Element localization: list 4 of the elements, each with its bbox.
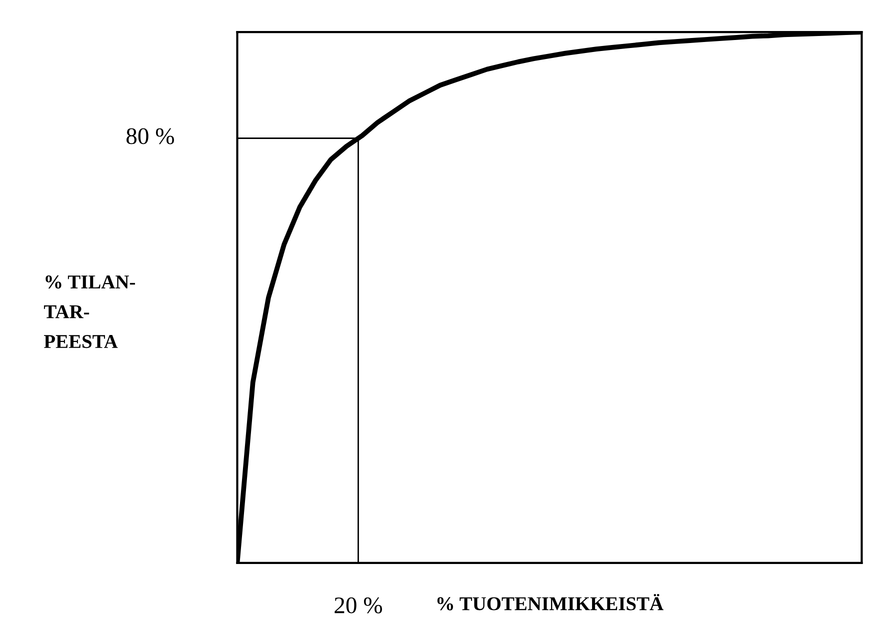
ref-line-label: 80 % bbox=[126, 128, 174, 144]
text: % TILAN- TAR- PEESTA bbox=[44, 275, 135, 348]
x-axis-title: % TUOTENIMIKKEISTÄ bbox=[437, 594, 664, 610]
text: 20 % bbox=[334, 597, 382, 614]
